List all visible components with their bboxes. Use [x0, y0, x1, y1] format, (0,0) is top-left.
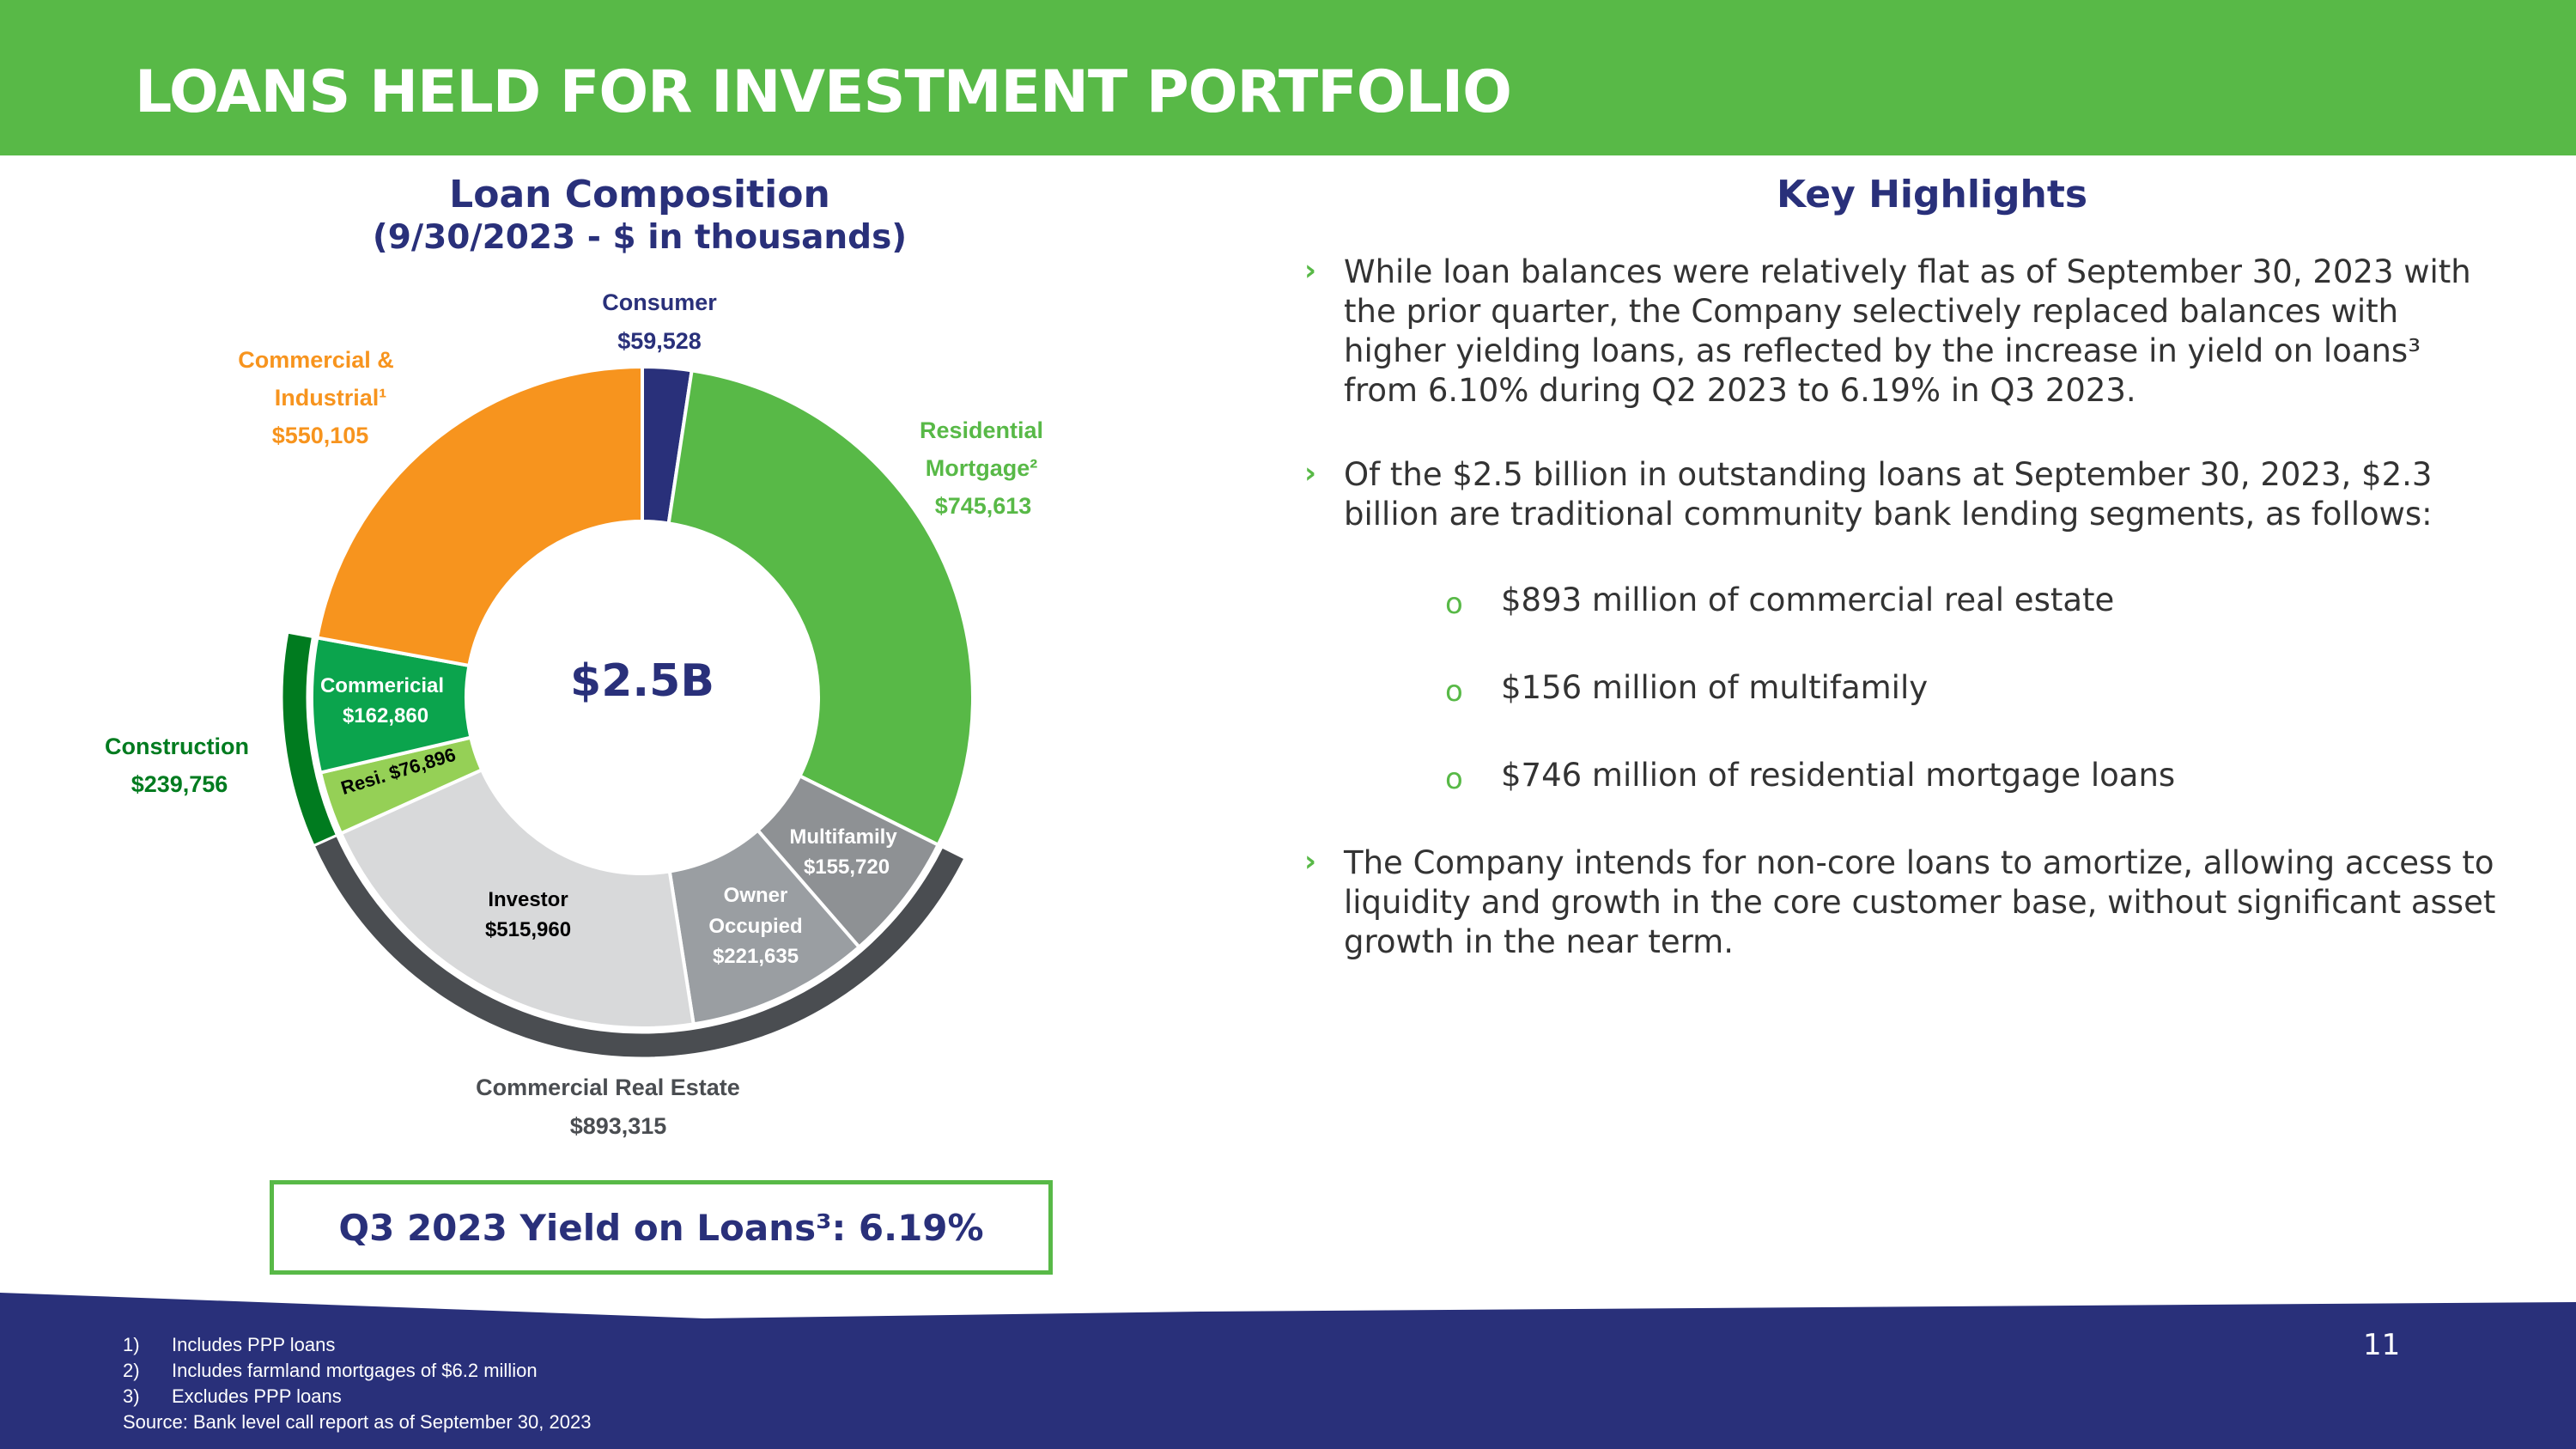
sub-bullet-text: $893 million of commercial real estate [1501, 581, 2115, 618]
sub-bullet-circle-icon: o [1445, 674, 1463, 709]
page-number: 11 [2363, 1328, 2401, 1362]
slice-value-consumer: $59,528 [617, 328, 702, 354]
sub-bullet-circle-icon: o [1445, 762, 1463, 796]
slice-label-owner-occupied-line1: Owner [724, 884, 788, 907]
group-value-commercial-real-estate: $893,315 [570, 1113, 667, 1139]
slice-value-commercial-industrial: $550,105 [272, 423, 369, 448]
slice-label-residential-line1: Residential [920, 417, 1043, 443]
page-title: LOANS HELD FOR INVESTMENT PORTFOLIO [135, 58, 1512, 126]
loan-composition-donut-chart: $2.5B Consumer $59,528 Commercial & Industri… [105, 289, 1043, 1139]
slice-label-residential-line2: Mortgage² [926, 455, 1038, 481]
slice-label-investor: Investor [488, 888, 568, 911]
footnote-3: 3) Excludes PPP loans [123, 1385, 342, 1407]
donut-center-label: $2.5B [570, 655, 714, 707]
slice-value-owner-occupied: $221,635 [713, 945, 799, 968]
group-arc-construction [280, 630, 339, 848]
highlight-bullet-1: › While loan balances were relatively fl… [1304, 253, 2499, 411]
group-label-commercial-real-estate: Commercial Real Estate [476, 1075, 740, 1100]
donut-slice-commercial_industrial [315, 364, 644, 668]
slice-label-multifamily: Multifamily [789, 825, 897, 849]
sub-bullet-3: o $746 million of residential mortgage l… [1445, 756, 2445, 796]
slice-value-investor: $515,960 [485, 918, 571, 941]
sub-bullet-text: $746 million of residential mortgage loa… [1501, 757, 2176, 794]
sub-bullet-1: o $893 million of commercial real estate [1445, 581, 2445, 621]
slice-value-residential: $745,613 [935, 493, 1032, 519]
highlight-text: Of the $2.5 billion in outstanding loans… [1344, 456, 2433, 533]
sub-bullet-2: o $156 million of multifamily [1445, 668, 2445, 709]
bullet-arrow-icon: › [1304, 253, 1317, 288]
yield-callout-text: Q3 2023 Yield on Loans³: 6.19% [338, 1206, 984, 1249]
yield-callout-box: Q3 2023 Yield on Loans³: 6.19% [270, 1180, 1053, 1275]
sub-bullet-text: $156 million of multifamily [1501, 669, 1929, 706]
highlight-bullet-2: › Of the $2.5 billion in outstanding loa… [1304, 455, 2499, 534]
highlight-text: The Company intends for non-core loans t… [1344, 844, 2496, 960]
bullet-arrow-icon: › [1304, 844, 1317, 879]
slice-label-owner-occupied-line2: Occupied [708, 915, 802, 938]
chart-title: Loan Composition [449, 173, 830, 216]
bullet-arrow-icon: › [1304, 456, 1317, 490]
footer-band [0, 1293, 2576, 1449]
slice-label-commercial-industrial-line2: Industrial¹ [275, 385, 387, 411]
slice-value-multifamily: $155,720 [804, 855, 890, 879]
highlights-title: Key Highlights [1776, 173, 2088, 216]
slice-label-consumer: Consumer [602, 289, 717, 315]
highlight-text: While loan balances were relatively flat… [1344, 253, 2471, 409]
chart-subtitle: (9/30/2023 - $ in thousands) [372, 218, 908, 257]
footnote-1: 1) Includes PPP loans [123, 1334, 336, 1355]
group-label-construction: Construction [105, 734, 249, 759]
slice-value-commercial-construction: $162,860 [343, 704, 428, 728]
footnote-2: 2) Includes farmland mortgages of $6.2 mi… [123, 1360, 538, 1381]
sub-bullet-circle-icon: o [1445, 587, 1463, 621]
header-bar: LOANS HELD FOR INVESTMENT PORTFOLIO [0, 0, 2576, 155]
highlight-bullet-3: › The Company intends for non-core loans… [1304, 843, 2499, 962]
donut-slice-residential [666, 368, 975, 848]
donut-slice-investor [338, 767, 696, 1030]
source-note: Source: Bank level call report as of Sep… [123, 1411, 592, 1433]
group-value-construction: $239,756 [131, 771, 228, 797]
slice-label-commercial-industrial-line1: Commercial & [238, 347, 394, 373]
slice-label-commercial-construction: Commericial [320, 674, 444, 697]
